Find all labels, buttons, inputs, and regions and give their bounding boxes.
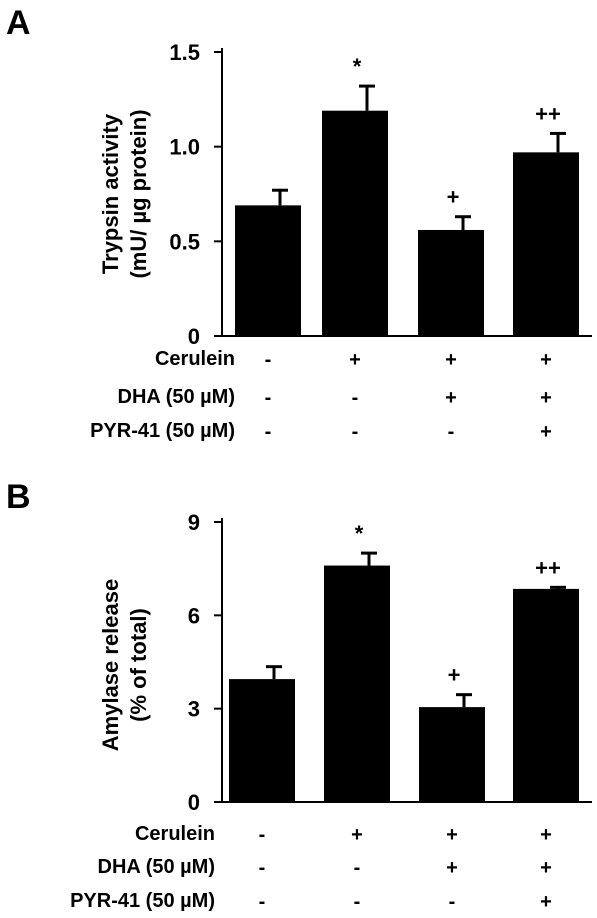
panel-b-condition-mark: +: [446, 857, 458, 879]
panel-b-condition-mark: +: [446, 824, 458, 846]
panel-b-bar: [513, 588, 579, 802]
panel-b-condition-mark: +: [540, 857, 552, 879]
panel-a-y-axis-label: Trypsin activity (mU/ µg protein): [98, 109, 151, 278]
panel-b-y-tick-label: 0: [188, 790, 200, 815]
panel-b-condition-mark: -: [259, 857, 266, 879]
panel-a-y-tick-label: 1.5: [169, 40, 200, 65]
panel-b-significance-mark: *: [355, 521, 364, 546]
panel-a-significance-mark: *: [353, 54, 362, 79]
panel-a-condition-mark: -: [265, 349, 272, 371]
panel-b-condition-mark: -: [354, 891, 361, 913]
panel-a-significance-mark: ++: [535, 101, 561, 126]
panel-a-condition-mark: -: [352, 421, 359, 443]
panel-b-condition-label: PYR-41 (50 µM): [70, 890, 215, 912]
panel-a-condition-label: DHA (50 µM): [118, 386, 235, 408]
panel-a-condition-mark: +: [445, 349, 457, 371]
panel-a-bar: [235, 205, 301, 336]
panel-a-condition-mark: +: [540, 421, 552, 443]
panel-b-condition-mark: -: [354, 857, 361, 879]
panel-a-significance-mark: +: [447, 185, 460, 210]
panel-b-condition-mark: +: [351, 824, 363, 846]
panel-b-significance-mark: ++: [535, 555, 561, 580]
panel-b-y-tick-label: 6: [188, 603, 200, 628]
panel-a-bar: [322, 110, 388, 337]
panel-a-condition-label: Cerulein: [155, 348, 235, 370]
panel-b-condition-mark: -: [449, 891, 456, 913]
panel-b-y-axis-label: Amylase release (% of total): [98, 579, 151, 751]
panel-a-y-tick-label: 0.5: [169, 229, 200, 254]
panel-a-y-tick-label: 0: [188, 324, 200, 349]
panel-b-y-tick-label: 3: [188, 697, 200, 722]
panel-b-condition-label: DHA (50 µM): [98, 856, 215, 878]
panel-a-condition-mark: -: [265, 421, 272, 443]
panel-a-bar: [513, 152, 579, 336]
panel-b-significance-mark: +: [448, 663, 461, 688]
panel-b-condition-mark: +: [540, 824, 552, 846]
panel-b-y-tick-label: 9: [188, 510, 200, 535]
panel-a-y-tick-label: 1.0: [169, 135, 200, 160]
panel-a-condition-mark: -: [265, 387, 272, 409]
panel-a-condition-mark: -: [448, 421, 455, 443]
panel-a-label: A: [6, 4, 31, 42]
panel-b-condition-mark: +: [540, 891, 552, 913]
panel-a-condition-mark: +: [445, 387, 457, 409]
panel-a-condition-mark: +: [540, 387, 552, 409]
panel-b-condition-mark: -: [259, 891, 266, 913]
panel-a-condition-label: PYR-41 (50 µM): [90, 420, 235, 442]
panel-b-bar: [229, 679, 295, 802]
panel-a-bar: [418, 229, 484, 336]
panel-a-condition-mark: +: [349, 349, 361, 371]
panel-b-condition-label: Cerulein: [135, 823, 215, 845]
panel-b-label: B: [6, 478, 31, 516]
panel-a-condition-mark: +: [540, 349, 552, 371]
panel-b-condition-mark: -: [259, 824, 266, 846]
panel-a-condition-mark: -: [352, 387, 359, 409]
panel-b-bar: [324, 565, 390, 802]
panel-b-bar: [419, 707, 485, 802]
